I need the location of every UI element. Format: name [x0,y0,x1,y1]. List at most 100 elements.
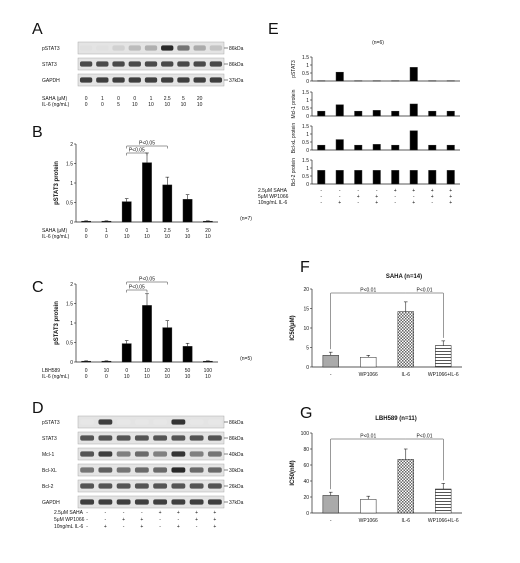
panel-a-band-1-6 [177,61,189,66]
panel-a-band-2-0 [80,77,92,82]
panel-d-cond-value-0-3: - [141,510,143,516]
panel-d-row-label-0: pSTAT3 [42,420,60,426]
panel-d-cond-value-2-5: + [177,524,180,530]
panel-a-band-1-3 [129,61,141,66]
panel-a-band-1-0 [80,61,92,66]
panel-a-cond-value-1-3: 10 [132,102,138,108]
panel-letter-a: A [32,21,43,38]
panel-e-chart-2-y-tick-label-3: 1.5 [302,124,309,130]
panel-d-band-4-4 [153,483,167,488]
panel-d-band-4-5 [171,483,185,488]
panel-e-chart-2-y-tick-label-1: 0.5 [302,140,309,146]
panel-e-chart-0-y-axis-label: pSTAT3 [291,60,297,78]
panel-a-band-2-1 [96,77,108,82]
panel-d-band-4-7 [208,483,222,488]
panel-b-bar-3 [142,163,151,222]
panel-d-band-2-0 [80,451,94,456]
panel-d-band-1-6 [190,435,204,440]
panel-e-chart-3-bar-5 [410,170,417,184]
panel-c-bar-1 [102,361,111,362]
panel-g-title: LBH589 (n=11) [375,416,417,422]
panel-e-chart-2-bar-1 [336,140,343,150]
panel-e-chart-2-bar-3 [373,144,380,150]
panel-d-cond-value-0-2: - [123,510,125,516]
panel-c-cond-label-1: IL-6 (ng/mL) [42,374,70,380]
panel-a-band-2-5 [161,77,173,82]
panel-d-band-1-7 [208,435,222,440]
panel-e-chart-1-bar-1 [336,105,343,116]
panel-d-band-3-5 [171,467,185,472]
panel-d-band-0-0 [80,419,94,424]
panel-d-band-3-7 [208,467,222,472]
panel-b-y-tick-label-3: 1.5 [66,161,73,167]
panel-c-n-label: (n=5) [240,356,252,362]
panel-d-cond-value-2-7: + [213,524,216,530]
panel-e-chart-3-bar-0 [318,170,325,184]
panel-c-cond-value-1-2: 10 [124,374,130,380]
panel-a-cond-value-1-7: 10 [197,102,203,108]
panel-b-cond-label-1: IL-6 (ng/mL) [42,234,70,240]
panel-d-cond-value-2-0: - [86,524,88,530]
panel-d-band-2-1 [98,451,112,456]
panel-d-cond-value-2-2: - [123,524,125,530]
panel-b-y-tick-label-2: 1 [70,181,73,187]
panel-b-y-tick-label-4: 2 [70,142,73,148]
panel-a-row-label-2: GAPDH [42,78,60,84]
panel-b-cond-value-1-4: 10 [165,234,171,240]
panel-b-bar-2 [122,202,131,222]
panel-d-row-label-4: Bcl-2 [42,484,54,490]
panel-e-cond-value-2-6: - [431,200,433,206]
panel-e-chart-2-bar-7 [447,145,454,150]
panel-d-band-3-4 [153,467,167,472]
panel-e-chart-3-bar-3 [373,170,380,184]
panel-f-y-tick-label-3: 15 [303,306,309,312]
panel-d-band-5-7 [208,499,222,504]
panel-d-cond-value-0-7: + [213,510,216,516]
panel-a-band-2-2 [112,77,124,82]
panel-f-bar-3 [435,346,451,367]
panel-b-cond-value-1-0: 0 [85,234,88,240]
panel-e-n-label: (n=6) [372,40,384,46]
panel-letter-e: E [268,21,279,38]
panel-f-y-tick-label-1: 5 [306,345,309,351]
panel-e-chart-0-y-tick-label-1: 0.5 [302,71,309,77]
panel-d-cond-value-1-0: - [86,517,88,523]
panel-d-band-2-6 [190,451,204,456]
panel-letter-f: F [300,259,310,276]
panel-d-band-0-4 [153,419,167,424]
panel-c-cond-value-1-4: 10 [165,374,171,380]
panel-g-y-axis-label: IC50(nM) [290,460,296,485]
panel-e-chart-2-bar-5 [410,131,417,150]
panel-a-band-0-2 [112,45,124,50]
panel-e-cond-value-2-5: + [412,200,415,206]
panel-e-cond-value-2-2: - [357,200,359,206]
panel-b-cond-value-1-5: 10 [185,234,191,240]
panel-g-category-label-0: - [330,518,332,524]
panel-e-chart-3-bar-6 [429,170,436,184]
panel-d-band-5-5 [171,499,185,504]
panel-g-bar-2 [398,459,414,513]
panel-d-band-2-3 [135,451,149,456]
panel-d-band-5-3 [135,499,149,504]
panel-g-sig-label-1: P<0.01 [417,434,433,440]
panel-e-chart-0-bar-5 [410,67,417,81]
panel-e-chart-2-y-tick-label-2: 1 [306,132,309,138]
panel-c-sig-label-0: P<0.05 [139,277,155,283]
panel-g-y-tick-label-4: 80 [303,447,309,453]
panel-a-band-2-3 [129,77,141,82]
panel-f-bar-1 [360,357,376,367]
panel-d-band-5-2 [117,499,131,504]
panel-d-band-0-7 [208,419,222,424]
panel-e-chart-3-y-axis-label: Bcl-2 protein [291,158,297,186]
panel-d-cond-value-1-1: - [105,517,107,523]
panel-e-chart-3-bar-1 [336,170,343,184]
panel-d-band-1-4 [153,435,167,440]
panel-c-bar-4 [163,328,172,362]
panel-d-cond-value-2-6: - [196,524,198,530]
panel-e-chart-3-y-tick-label-1: 0.5 [302,174,309,180]
panel-g-bar-0 [323,495,339,513]
panel-e-chart-1-bar-6 [429,111,436,116]
panel-d-band-5-4 [153,499,167,504]
panel-d-cond-value-0-0: - [86,510,88,516]
